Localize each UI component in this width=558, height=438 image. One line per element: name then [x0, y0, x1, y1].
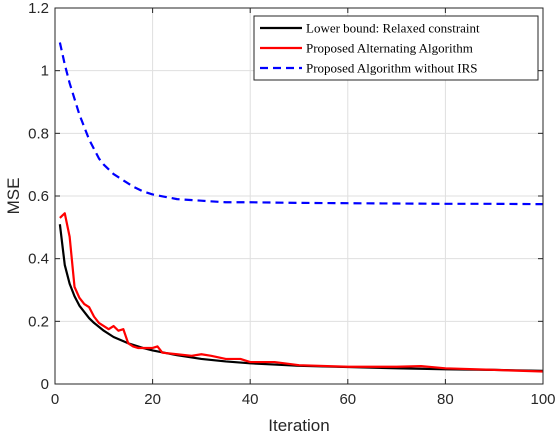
- series-layer: [58, 42, 544, 373]
- x-tick-label: 20: [144, 391, 161, 408]
- x-axis-label: Iteration: [268, 416, 329, 435]
- y-tick-label: 1: [41, 63, 49, 80]
- x-tick-label: 60: [339, 391, 356, 408]
- x-tick-label: 80: [437, 391, 454, 408]
- series-line-2: [59, 212, 544, 373]
- legend-label-1: Lower bound: Relaxed constraint: [306, 21, 480, 36]
- x-tick-labels: 0 20 40 60 80 100: [51, 391, 556, 408]
- legend: Lower bound: Relaxed constraint Proposed …: [253, 15, 539, 81]
- y-tick-label: 0: [41, 376, 49, 393]
- y-tick-label: 0.8: [28, 125, 49, 142]
- y-tick-labels: 0 0.2 0.4 0.6 0.8 1 1.2: [28, 0, 49, 393]
- y-tick-label: 0.2: [28, 313, 49, 330]
- y-tick-label: 0.4: [28, 251, 49, 268]
- x-tick-label: 0: [51, 391, 59, 408]
- axis-ticks: [54, 7, 544, 385]
- legend-label-2: Proposed Alternating Algorithm: [306, 41, 473, 56]
- y-tick-label: 0.6: [28, 188, 49, 205]
- x-tick-label: 40: [242, 391, 259, 408]
- y-axis-label: MSE: [4, 178, 23, 215]
- legend-label-3: Proposed Algorithm without IRS: [306, 61, 478, 76]
- y-tick-label: 1.2: [28, 0, 49, 17]
- series-line-3: [58, 42, 544, 206]
- x-tick-label: 100: [530, 391, 555, 408]
